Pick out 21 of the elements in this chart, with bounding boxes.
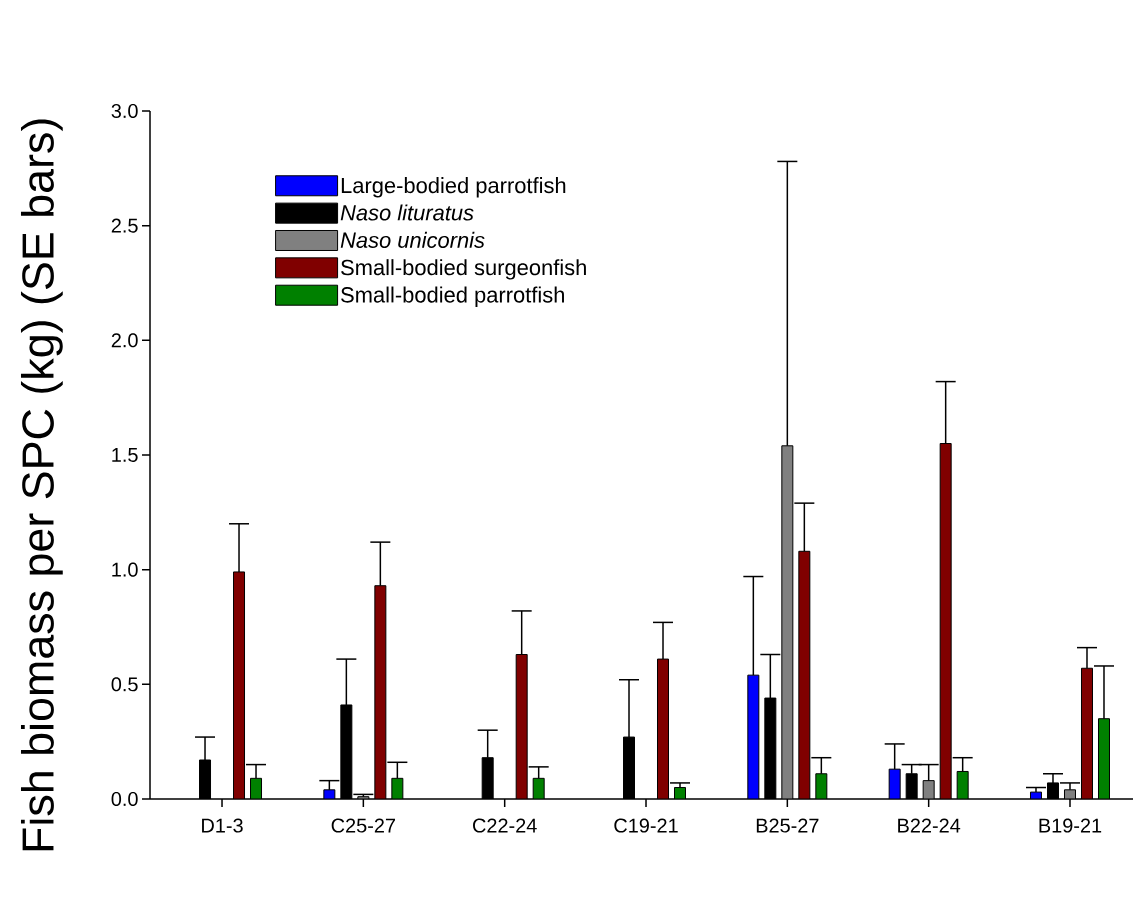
legend-label: Small-bodied surgeonfish (341, 259, 586, 280)
x-tick-label: B22-24 (898, 818, 961, 833)
legend-label: Small-bodied parrotfish (341, 286, 564, 307)
y-tick-label: 1.5 (112, 448, 138, 462)
x-tick-label: C25-27 (331, 818, 396, 833)
x-tick-label: B25-27 (756, 818, 819, 833)
x-tick-label: B19-21 (1039, 818, 1102, 833)
y-tick-label: 2.0 (111, 333, 138, 348)
legend-label: Naso lituratus (340, 204, 474, 221)
y-tick-label: 2.5 (111, 218, 138, 233)
x-tick-label: C19-21 (614, 818, 678, 833)
legend-label: Large-bodied parrotfish (341, 177, 566, 198)
y-tick-label: 0.5 (111, 677, 138, 692)
y-tick-label: 1.0 (112, 562, 138, 577)
x-tick-label: C22-24 (473, 818, 537, 833)
y-tick-label: 3.0 (111, 103, 138, 119)
bar (747, 674, 760, 799)
y-axis-title: Fish biomass per SPC (kg) (SE bars) (20, 119, 63, 851)
y-tick-label: 0.0 (111, 791, 138, 807)
legend-label: Naso unicornis (340, 231, 485, 248)
x-tick-label: D1-3 (202, 818, 243, 833)
